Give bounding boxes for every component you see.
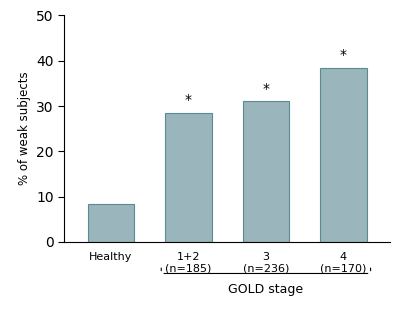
Text: *: * (339, 48, 346, 62)
Text: GOLD stage: GOLD stage (228, 282, 303, 295)
Bar (319, 68, 366, 242)
Bar (165, 113, 211, 242)
Text: *: * (262, 82, 269, 96)
Y-axis label: % of weak subjects: % of weak subjects (18, 72, 30, 185)
Bar (87, 204, 134, 242)
Text: *: * (184, 93, 191, 107)
Bar (242, 101, 288, 242)
